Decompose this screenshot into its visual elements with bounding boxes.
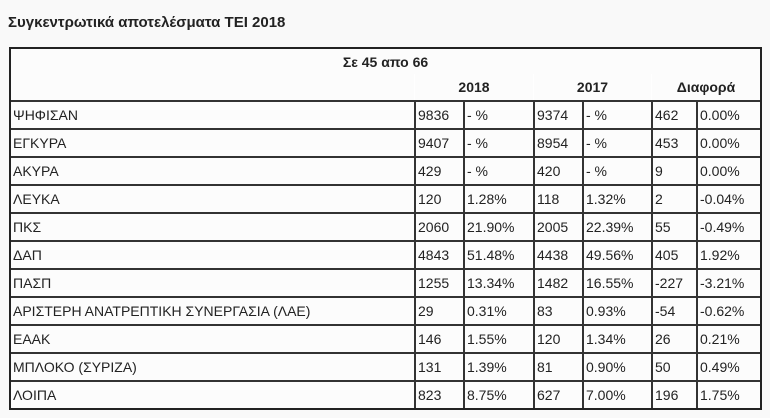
percent-diff: -0.62% [696,296,760,324]
votes-2018: 146 [414,324,463,352]
results-table: Σε 45 απο 66 2018 2017 Διαφορά ΨΗΦΙΣΑΝ 98… [9,47,762,410]
votes-2017: 118 [533,184,582,212]
percent-2017: - % [582,100,651,128]
percent-2018: 21.90% [463,212,533,240]
party-name: ΔΑΠ [11,240,414,268]
votes-2018: 1255 [414,268,463,296]
votes-diff: 50 [651,352,696,380]
percent-2017: 49.56% [582,240,651,268]
percent-2017: - % [582,156,651,184]
party-name: ΨΗΦΙΣΑΝ [11,100,414,128]
votes-2018: 2060 [414,212,463,240]
votes-diff: 26 [651,324,696,352]
percent-2017: 22.39% [582,212,651,240]
percent-2018: - % [463,128,533,156]
votes-diff: 462 [651,100,696,128]
table-row: ΨΗΦΙΣΑΝ 9836- % 9374- % 462 0.00% [11,100,760,128]
votes-diff: -227 [651,268,696,296]
votes-2017: 627 [533,380,582,408]
votes-2017: 81 [533,352,582,380]
percent-2018: 51.48% [463,240,533,268]
votes-2017: 420 [533,156,582,184]
votes-diff: 405 [651,240,696,268]
votes-2018: 823 [414,380,463,408]
percent-diff: -3.21% [696,268,760,296]
percent-2018: 1.28% [463,184,533,212]
percent-diff: 0.00% [696,100,760,128]
party-name: ΕΑΑΚ [11,324,414,352]
percent-2017: 16.55% [582,268,651,296]
votes-2017: 2005 [533,212,582,240]
party-name: ΛΟΙΠΑ [11,380,414,408]
table-row: ΛΟΙΠΑ 823 8.75% 627 7.00% 196 1.75% [11,380,760,408]
percent-diff: -0.49% [696,212,760,240]
table-row: ΠΚΣ 2060 21.90% 2005 22.39% 55 -0.49% [11,212,760,240]
party-name: ΜΠΛΟΚΟ (ΣΥΡΙΖΑ) [11,352,414,380]
percent-diff: 0.49% [696,352,760,380]
votes-diff: 2 [651,184,696,212]
header-blank [11,74,414,100]
party-name: ΑΚΥΡΑ [11,156,414,184]
table-caption: Σε 45 απο 66 [342,53,429,70]
party-name: ΑΡΙΣΤΕΡΗ ΑΝΑΤΡΕΠΤΙΚΗ ΣΥΝΕΡΓΑΣΙΑ (ΛΑΕ) [11,296,414,324]
votes-diff: 196 [651,380,696,408]
votes-2017: 4438 [533,240,582,268]
votes-2017: 9374 [533,100,582,128]
header-difference: Διαφορά [651,74,760,100]
table-row: ΔΑΠ 4843 51.48% 4438 49.56% 405 1.92% [11,240,760,268]
percent-2017: 0.90% [582,352,651,380]
votes-2018: 9407 [414,128,463,156]
votes-2018: 120 [414,184,463,212]
table-row: ΛΕΥΚΑ 120 1.28% 118 1.32% 2 -0.04% [11,184,760,212]
table-row: ΜΠΛΟΚΟ (ΣΥΡΙΖΑ) 131 1.39% 81 0.90% 50 0.49% [11,352,760,380]
header-2017: 2017 [533,74,651,100]
page-title: Συγκεντρωτικά αποτελέσματα ΤΕΙ 2018 [8,14,286,31]
party-name: ΠΑΣΠ [11,268,414,296]
percent-2017: 1.34% [582,324,651,352]
percent-2018: 13.34% [463,268,533,296]
votes-2018: 131 [414,352,463,380]
votes-diff: -54 [651,296,696,324]
table-row: ΑΚΥΡΑ 429- % 420- % 9 0.00% [11,156,760,184]
votes-2018: 9836 [414,100,463,128]
party-name: ΕΓΚΥΡΑ [11,128,414,156]
percent-2017: 0.93% [582,296,651,324]
percent-diff: 1.92% [696,240,760,268]
votes-2017: 8954 [533,128,582,156]
percent-2018: 1.55% [463,324,533,352]
percent-2018: - % [463,100,533,128]
votes-diff: 9 [651,156,696,184]
percent-2017: - % [582,128,651,156]
percent-2017: 7.00% [582,380,651,408]
percent-diff: 0.00% [696,128,760,156]
votes-2018: 4843 [414,240,463,268]
table-row: ΑΡΙΣΤΕΡΗ ΑΝΑΤΡΕΠΤΙΚΗ ΣΥΝΕΡΓΑΣΙΑ (ΛΑΕ) 29 0… [11,296,760,324]
percent-2017: 1.32% [582,184,651,212]
percent-diff: 0.00% [696,156,760,184]
party-name: ΠΚΣ [11,212,414,240]
votes-diff: 453 [651,128,696,156]
percent-2018: - % [463,156,533,184]
percent-2018: 8.75% [463,380,533,408]
percent-2018: 1.39% [463,352,533,380]
votes-2018: 29 [414,296,463,324]
votes-2017: 120 [533,324,582,352]
percent-diff: -0.04% [696,184,760,212]
percent-diff: 1.75% [696,380,760,408]
table-row: ΕΓΚΥΡΑ 9407- % 8954- % 453 0.00% [11,128,760,156]
party-name: ΛΕΥΚΑ [11,184,414,212]
votes-2017: 83 [533,296,582,324]
percent-diff: 0.21% [696,324,760,352]
votes-2017: 1482 [533,268,582,296]
votes-2018: 429 [414,156,463,184]
percent-2018: 0.31% [463,296,533,324]
header-2018: 2018 [414,74,533,100]
table-row: ΕΑΑΚ 146 1.55% 120 1.34% 26 0.21% [11,324,760,352]
votes-diff: 55 [651,212,696,240]
table-row: ΠΑΣΠ 1255 13.34% 1482 16.55% -227 -3.21% [11,268,760,296]
